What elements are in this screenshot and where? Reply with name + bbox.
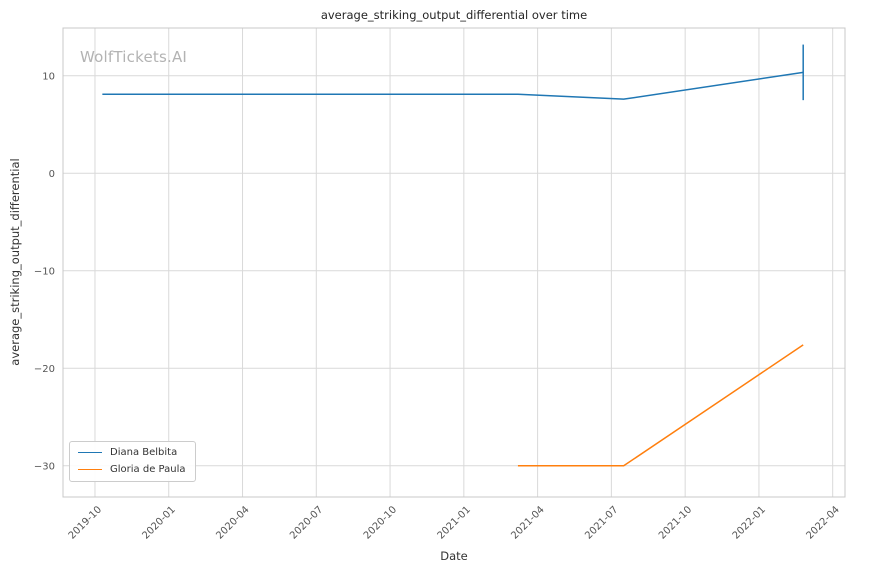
y-axis-label: average_striking_output_differential [8,158,22,366]
y-tick-label: −10 [34,266,55,277]
legend-item-gloria-de-paula: Gloria de Paula [78,464,185,475]
x-axis-label: Date [440,549,468,563]
x-tick-label: 2021-01 [436,504,473,541]
y-tick-label: −30 [34,461,55,472]
x-tick-label: 2021-04 [509,504,546,541]
legend-line-swatch-orange [78,469,102,470]
series-line-gloria-de-paula [517,344,804,467]
y-tick-label: 0 [49,169,55,180]
x-tick-label: 2020-04 [214,504,251,541]
chart-title: average_striking_output_differential ove… [320,8,588,22]
x-tick-label: 2022-01 [731,504,768,541]
x-tick-label: 2019-10 [67,504,104,541]
legend-label: Diana Belbita [110,447,178,458]
x-tick-label: 2021-07 [583,504,620,541]
x-tick-label: 2020-10 [362,504,399,541]
plot-border [62,27,846,498]
y-tick-label: −20 [34,364,55,375]
legend-line-swatch-blue [78,452,102,453]
watermark: WolfTickets.AI [80,48,188,66]
legend: Diana Belbita Gloria de Paula [69,441,197,482]
series-line-diana-belbita [102,71,804,100]
x-tick-label: 2021-10 [657,504,694,541]
legend-item-diana-belbita: Diana Belbita [78,447,185,458]
legend-label: Gloria de Paula [110,464,186,475]
y-tick-label: 10 [42,71,55,82]
x-tick-label: 2020-07 [288,504,325,541]
x-tick-label: 2022-04 [804,504,841,541]
x-tick-label: 2020-01 [141,504,178,541]
